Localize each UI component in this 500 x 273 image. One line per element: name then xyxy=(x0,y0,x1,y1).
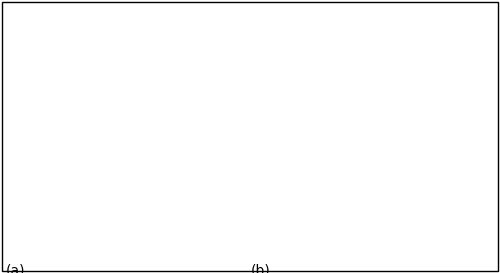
Text: (a): (a) xyxy=(6,263,25,273)
Text: (b): (b) xyxy=(251,263,271,273)
